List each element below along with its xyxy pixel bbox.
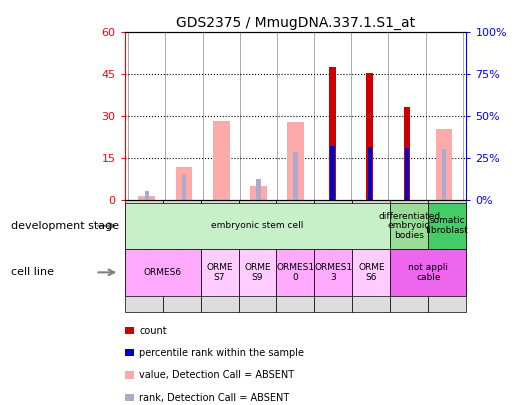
Text: value, Detection Call = ABSENT: value, Detection Call = ABSENT [139,371,295,380]
Text: ORMES6: ORMES6 [144,268,182,277]
Bar [405,148,409,200]
Bar [138,196,155,200]
Bar [213,121,229,200]
Bar [368,147,372,200]
Bar [442,149,446,200]
Bar [287,122,304,200]
Bar [405,149,409,200]
Bar [330,146,335,200]
Text: ORMES1
0: ORMES1 0 [277,263,314,282]
Text: differentiated
embryoid
bodies: differentiated embryoid bodies [378,211,440,240]
Text: development stage: development stage [11,221,119,231]
Text: not appli
cable: not appli cable [409,263,448,282]
Text: ORME
S7: ORME S7 [206,263,233,282]
Bar [250,186,267,200]
Text: percentile rank within the sample: percentile rank within the sample [139,348,304,358]
Bar [293,152,298,200]
Text: cell line: cell line [11,267,54,277]
Bar [366,73,373,200]
Text: count: count [139,326,167,336]
Bar [145,191,149,200]
Bar [329,67,336,200]
Text: rank, Detection Call = ABSENT: rank, Detection Call = ABSENT [139,393,289,403]
Bar [182,175,186,200]
Bar [436,129,453,200]
Text: ORME
S9: ORME S9 [244,263,271,282]
Bar [175,167,192,200]
Text: somatic
fibroblast: somatic fibroblast [426,216,469,235]
Bar [256,179,261,200]
Bar [404,107,410,200]
Text: embryonic stem cell: embryonic stem cell [211,221,304,230]
Title: GDS2375 / MmugDNA.337.1.S1_at: GDS2375 / MmugDNA.337.1.S1_at [176,16,415,30]
Text: ORME
S6: ORME S6 [358,263,385,282]
Text: ORMES1
3: ORMES1 3 [314,263,352,282]
